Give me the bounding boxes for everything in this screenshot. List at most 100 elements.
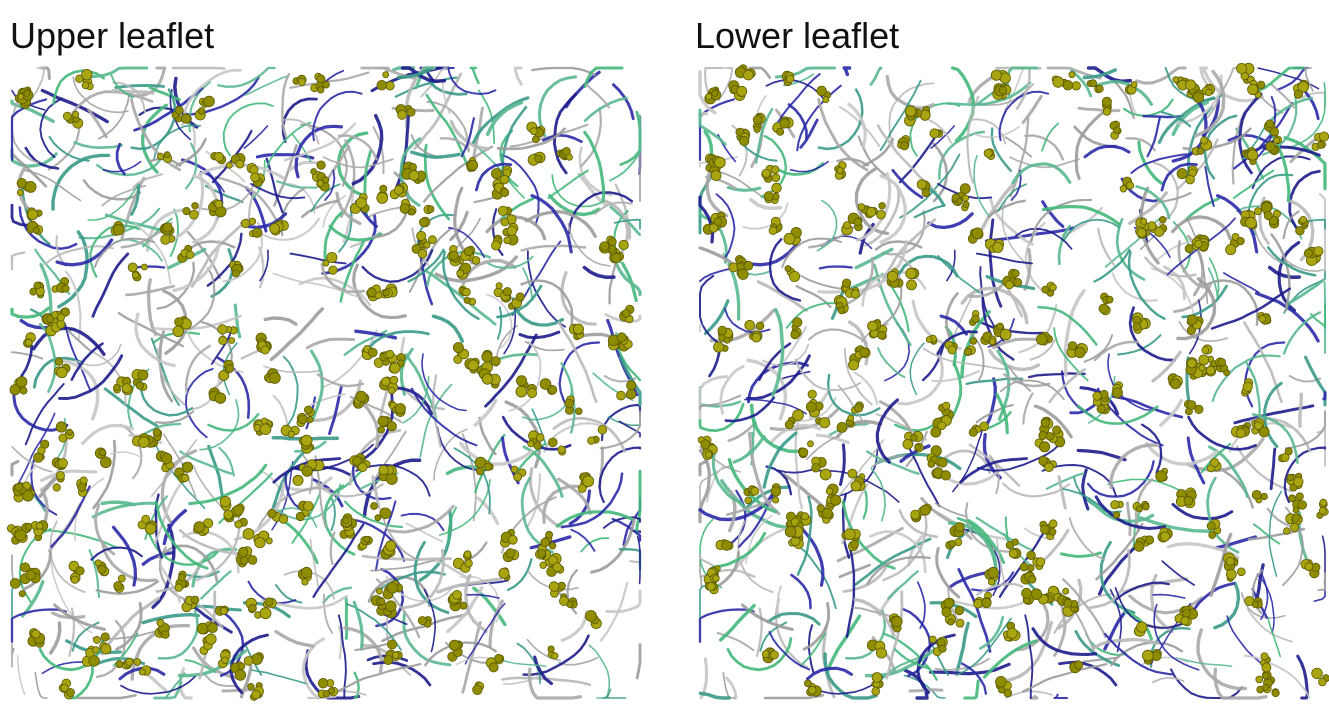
- atom: [463, 288, 471, 296]
- atom: [1293, 507, 1299, 513]
- atom: [1160, 532, 1169, 541]
- atom: [917, 180, 926, 189]
- atom: [1266, 120, 1274, 128]
- atom: [386, 82, 395, 91]
- atom: [175, 584, 183, 592]
- atom: [999, 687, 1005, 693]
- atom: [472, 257, 480, 265]
- atom: [82, 69, 93, 80]
- atom: [1022, 588, 1032, 598]
- atom: [793, 318, 802, 327]
- atom: [417, 231, 426, 240]
- atom: [1206, 89, 1212, 95]
- atom: [18, 94, 24, 100]
- atom: [186, 251, 194, 259]
- atom: [549, 543, 556, 550]
- atom: [1266, 142, 1275, 151]
- atom: [1183, 610, 1191, 618]
- atom: [718, 326, 727, 335]
- atom: [302, 579, 308, 585]
- atom: [737, 86, 747, 96]
- atom: [528, 441, 534, 447]
- atom: [744, 261, 753, 270]
- atom: [1320, 132, 1329, 141]
- atom: [948, 619, 954, 625]
- atom: [382, 377, 391, 386]
- atom: [388, 387, 395, 394]
- atom: [25, 523, 32, 530]
- atom: [1187, 359, 1196, 368]
- atom: [307, 416, 313, 422]
- atom: [751, 487, 759, 495]
- atom: [388, 640, 397, 649]
- atom: [241, 219, 249, 227]
- atom: [378, 426, 385, 433]
- atom: [1236, 429, 1245, 438]
- atom: [715, 157, 726, 168]
- atom: [583, 476, 594, 487]
- atom: [942, 607, 951, 616]
- atom: [243, 529, 254, 540]
- atom: [28, 210, 38, 220]
- atom: [298, 79, 305, 86]
- atom: [793, 410, 804, 421]
- atom: [980, 422, 989, 431]
- atom: [317, 87, 324, 94]
- atom: [1142, 650, 1153, 661]
- atom: [220, 496, 230, 506]
- atom: [476, 467, 484, 475]
- atom: [753, 115, 762, 124]
- atom: [516, 386, 527, 397]
- atom: [101, 633, 109, 641]
- atom: [222, 657, 229, 664]
- atom: [714, 342, 724, 352]
- atom: [164, 152, 170, 158]
- atom: [323, 177, 329, 183]
- atom: [20, 387, 27, 394]
- atom: [113, 384, 120, 391]
- atom: [558, 446, 565, 453]
- atom: [619, 240, 628, 249]
- atom: [982, 598, 992, 608]
- panel-title: Upper leaflet: [10, 15, 214, 56]
- atom: [16, 377, 27, 388]
- atom: [1254, 208, 1261, 215]
- atom: [449, 640, 459, 650]
- atom: [206, 634, 216, 644]
- atom: [565, 399, 574, 408]
- atom: [996, 676, 1007, 687]
- atom: [57, 314, 64, 321]
- atom: [377, 80, 387, 90]
- atom: [877, 210, 886, 219]
- atom: [540, 562, 547, 569]
- atom: [566, 154, 572, 160]
- atom: [327, 252, 337, 262]
- atom: [499, 568, 509, 578]
- atom: [145, 524, 156, 535]
- atom: [785, 420, 793, 428]
- atom: [1028, 576, 1036, 584]
- atom: [387, 582, 398, 593]
- atom: [482, 352, 492, 362]
- atom: [400, 204, 410, 214]
- atom: [1237, 63, 1247, 73]
- atom: [972, 228, 983, 239]
- atom: [317, 161, 325, 169]
- atom: [948, 346, 956, 354]
- atom: [1317, 142, 1324, 149]
- atom: [226, 162, 232, 168]
- atom: [1005, 281, 1013, 289]
- atom: [1298, 501, 1307, 510]
- atom: [19, 591, 25, 597]
- atom: [991, 70, 1001, 80]
- atom: [460, 602, 467, 609]
- atom: [419, 218, 428, 227]
- atom: [141, 264, 147, 270]
- atom: [907, 280, 917, 290]
- atom: [126, 658, 133, 665]
- atom: [386, 541, 396, 551]
- atom: [464, 247, 473, 256]
- atom: [1287, 474, 1294, 481]
- atom: [153, 429, 161, 437]
- atom: [1218, 359, 1225, 366]
